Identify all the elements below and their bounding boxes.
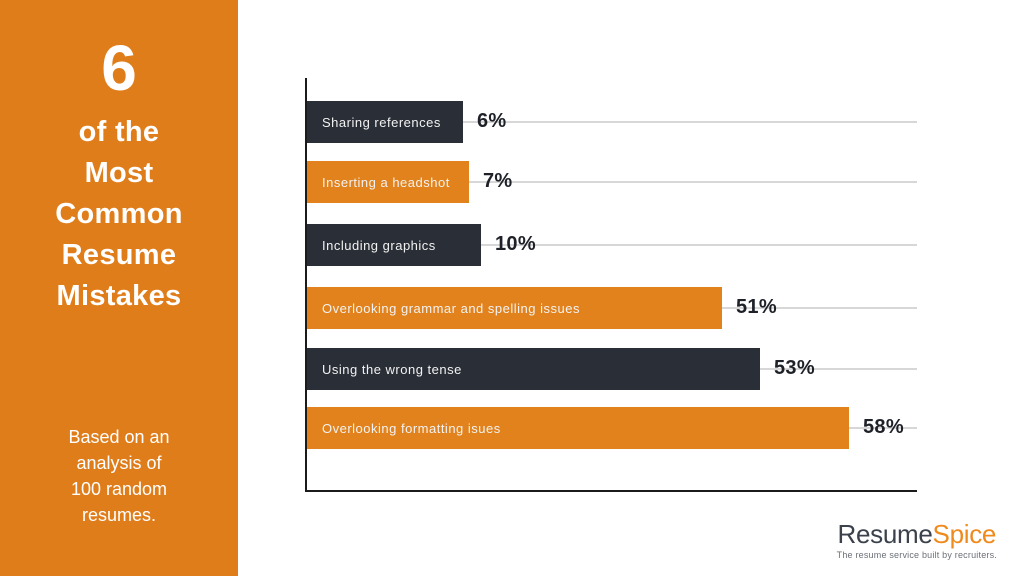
leader-line: [849, 427, 917, 429]
text-line: resumes.: [81, 505, 157, 525]
bar-4: Overlooking grammar and spelling issues: [307, 287, 722, 329]
resumespice-logo: ResumeSpice The resume service built by …: [837, 521, 997, 560]
bar-chart: Sharing references 6% Inserting a headshot…: [305, 78, 917, 492]
bar-row: Using the wrong tense 53%: [307, 348, 917, 390]
bar-5: Using the wrong tense: [307, 348, 760, 390]
logo-tagline: The resume service built by recruiters.: [836, 550, 997, 560]
text-line: Resume: [61, 239, 177, 271]
bar-row: Sharing references 6%: [307, 101, 917, 143]
logo-wordmark: ResumeSpice: [837, 521, 997, 547]
text-line: Based on an: [68, 427, 170, 447]
headline-number: 6: [101, 32, 137, 104]
bar-category-label: Sharing references: [322, 114, 441, 130]
headline-text: of the Most Common Resume Mistakes: [0, 112, 238, 317]
bar-value-label: 51%: [736, 296, 777, 319]
bar-value-label: 10%: [495, 233, 536, 256]
bar-value-label: 7%: [483, 170, 513, 193]
bar-category-label: Inserting a headshot: [322, 174, 450, 190]
title-sidebar: 6 of the Most Common Resume Mistakes Based o…: [0, 0, 238, 576]
bar-category-label: Overlooking grammar and spelling issues: [322, 300, 580, 316]
leader-line: [481, 244, 917, 246]
bar-category-label: Overlooking formatting isues: [322, 420, 501, 436]
bar-row: Including graphics 10%: [307, 224, 917, 266]
bar-row: Overlooking formatting isues 58%: [307, 407, 917, 449]
text-line: Common: [55, 198, 183, 230]
bar-category-label: Using the wrong tense: [322, 361, 462, 377]
bar-6: Overlooking formatting isues: [307, 407, 849, 449]
bar-value-label: 53%: [774, 357, 815, 380]
text-line: of the: [78, 116, 160, 148]
text-line: Mistakes: [56, 280, 182, 312]
text-line: 100 random: [70, 479, 168, 499]
bar-2: Inserting a headshot: [307, 161, 469, 203]
text-line: Most: [84, 157, 154, 189]
bar-row: Overlooking grammar and spelling issues 5…: [307, 287, 917, 329]
bar-3: Including graphics: [307, 224, 481, 266]
text-line: analysis of: [76, 453, 162, 473]
bar-row: Inserting a headshot 7%: [307, 161, 917, 203]
logo-text-spice: Spice: [932, 519, 997, 549]
bar-1: Sharing references: [307, 101, 463, 143]
logo-text-resume: Resume: [837, 519, 933, 549]
leader-line: [463, 121, 917, 123]
leader-line: [722, 307, 917, 309]
leader-line: [760, 368, 917, 370]
analysis-note: Based on an analysis of 100 random resumes.: [0, 424, 238, 528]
bar-value-label: 58%: [863, 416, 904, 439]
bar-value-label: 6%: [477, 110, 507, 133]
leader-line: [469, 181, 917, 183]
bar-category-label: Including graphics: [322, 237, 436, 253]
